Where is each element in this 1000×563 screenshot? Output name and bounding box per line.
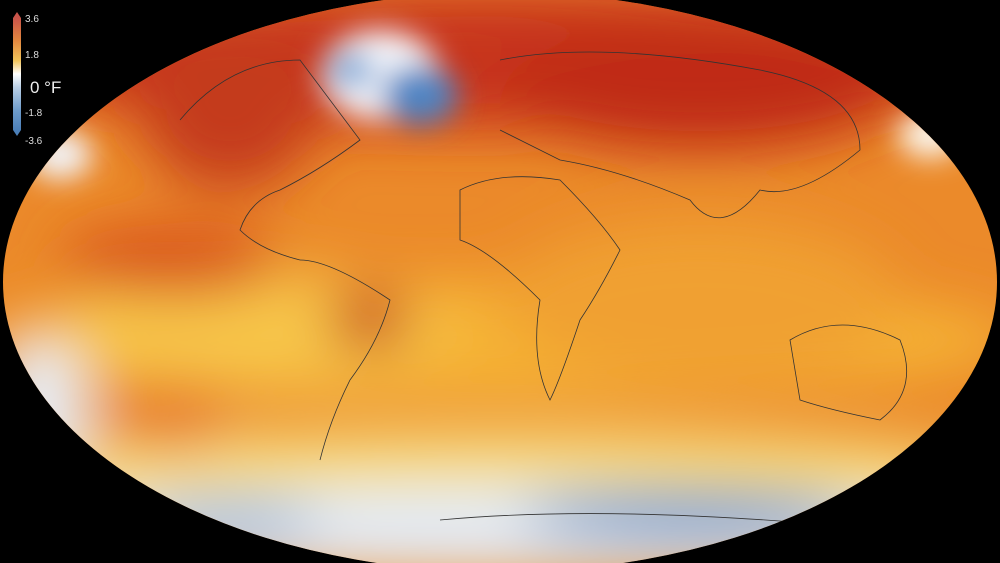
scale-min-arrow xyxy=(13,130,21,136)
color-scale-bar xyxy=(13,18,21,130)
tick-label: 1.8 xyxy=(25,50,39,61)
tick-label: -3.6 xyxy=(25,136,43,147)
unit-label: 0 °F xyxy=(30,78,62,97)
coastlines xyxy=(179,51,907,526)
color-scale-legend: 3.6 1.8 0 °F -1.8 -3.6 xyxy=(10,12,61,147)
tick-label: 3.6 xyxy=(25,14,39,25)
tick-label: -1.8 xyxy=(25,108,43,119)
scale-max-arrow xyxy=(13,12,21,18)
